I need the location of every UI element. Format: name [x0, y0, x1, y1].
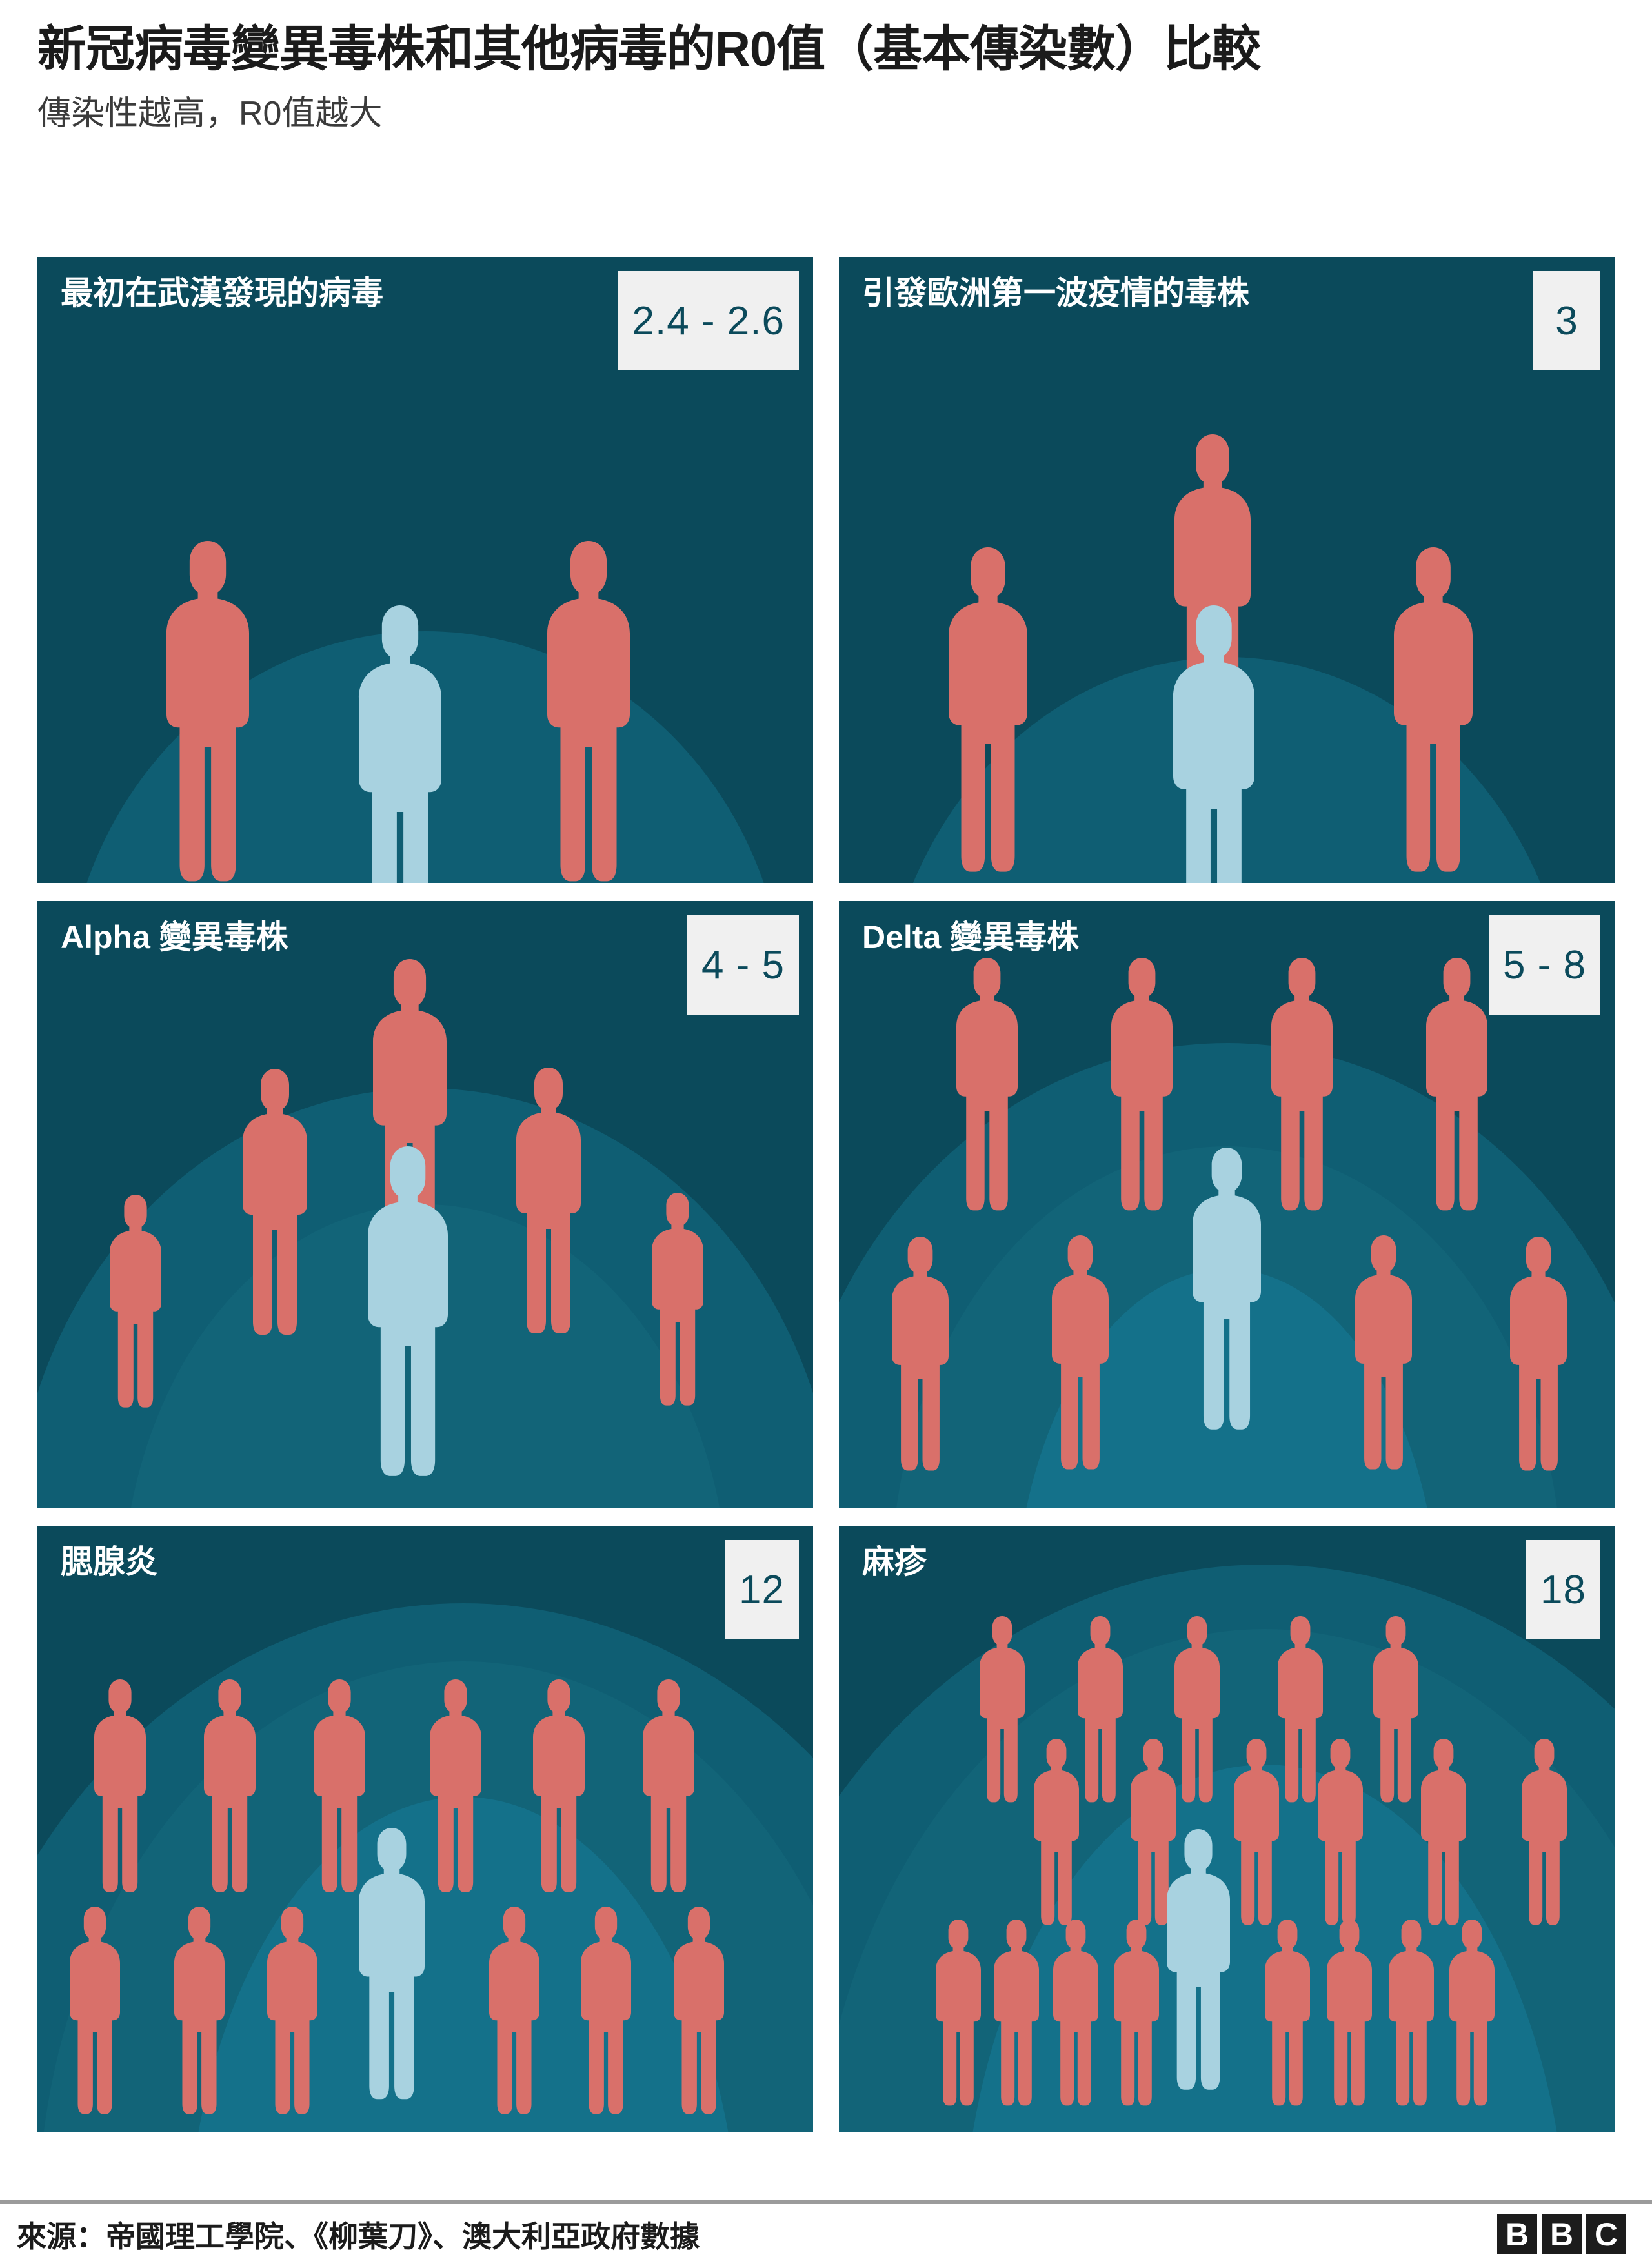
panel-label: 麻疹 — [862, 1544, 927, 1580]
panel-r0-value: 4 - 5 — [687, 915, 799, 1015]
panel-wuhan-original: 最初在武漢發現的病毒 2.4 - 2.6 — [37, 257, 813, 883]
header: 新冠病毒變異毒株和其他病毒的R0值（基本傳染數）比較 傳染性越高，R0值越大 — [0, 0, 1652, 134]
panel-r0-value: 12 — [725, 1540, 799, 1639]
bbc-logo: B B C — [1497, 2214, 1626, 2254]
footer: 來源：帝國理工學院、《柳葉刀》、澳大利亞政府數據 B B C — [0, 2210, 1652, 2259]
panel-grid: 最初在武漢發現的病毒 2.4 - 2.6 — [37, 257, 1615, 2136]
panel-europe-first-wave: 引發歐洲第一波疫情的毒株 3 — [839, 257, 1615, 883]
panel-label: Delta 變異毒株 — [862, 919, 1080, 955]
bbc-logo-letter-1: B — [1497, 2214, 1537, 2254]
panel-measles: 麻疹 18 — [839, 1526, 1615, 2132]
panel-r0-value: 18 — [1526, 1540, 1600, 1639]
figure-group — [37, 1526, 813, 2132]
source-text: 來源：帝國理工學院、《柳葉刀》、澳大利亞政府數據 — [17, 2220, 700, 2253]
bbc-logo-letter-2: B — [1542, 2214, 1582, 2254]
panel-r0-value: 5 - 8 — [1488, 915, 1600, 1015]
page-subtitle: 傳染性越高，R0值越大 — [37, 95, 383, 133]
figure-group — [839, 257, 1615, 883]
bbc-logo-letter-3: C — [1586, 2214, 1626, 2254]
panel-delta-variant: Delta 變異毒株 5 - 8 — [839, 901, 1615, 1508]
panel-label: 引發歐洲第一波疫情的毒株 — [862, 275, 1249, 311]
panel-alpha-variant: Alpha 變異毒株 4 - 5 — [37, 901, 813, 1508]
figure-group — [839, 1526, 1615, 2132]
footer-divider — [0, 2200, 1652, 2204]
panel-mumps: 腮腺炎 12 — [37, 1526, 813, 2132]
panel-label: 最初在武漢發現的病毒 — [61, 275, 383, 311]
panel-label: Alpha 變異毒株 — [61, 919, 288, 955]
panel-r0-value: 3 — [1533, 271, 1600, 370]
panel-label: 腮腺炎 — [61, 1544, 157, 1580]
page-title: 新冠病毒變異毒株和其他病毒的R0值（基本傳染數）比較 — [37, 22, 1261, 77]
panel-r0-value: 2.4 - 2.6 — [618, 271, 799, 370]
